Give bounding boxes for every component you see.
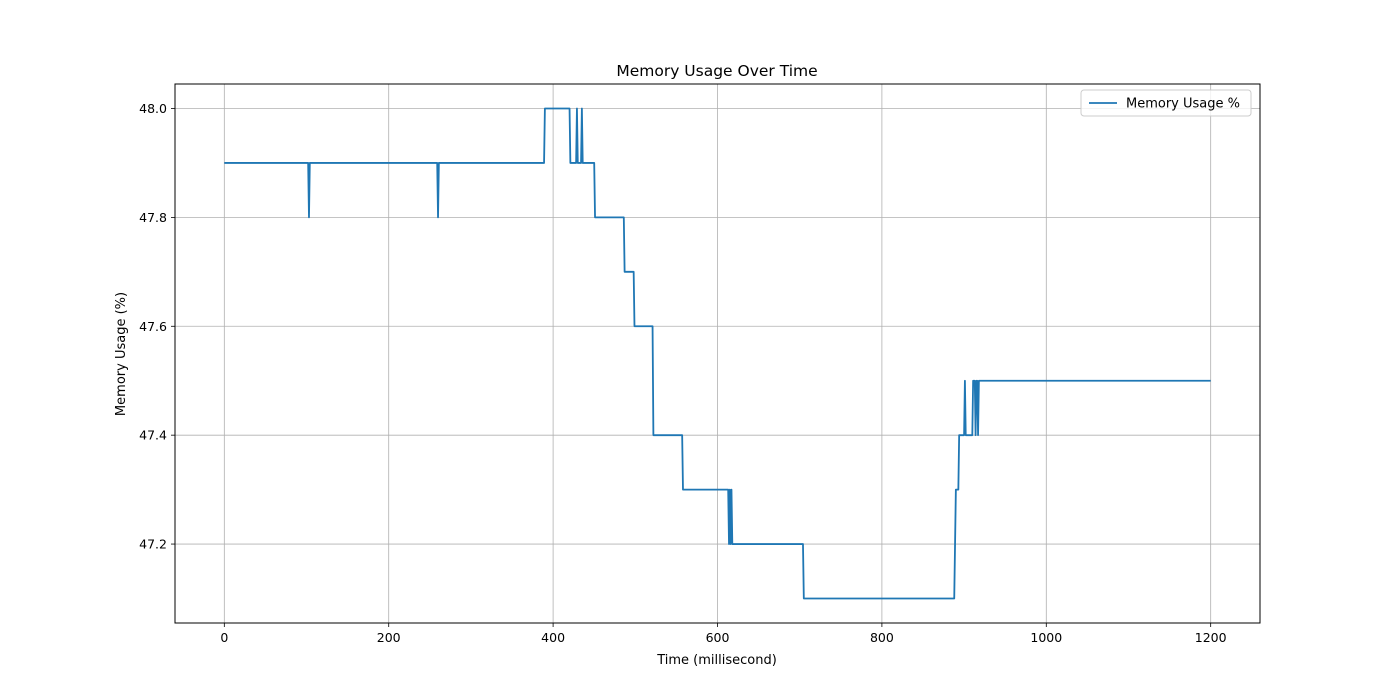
- x-tick-label: 800: [870, 630, 894, 645]
- x-axis-label: Time (millisecond): [656, 653, 777, 668]
- y-tick-label: 48.0: [139, 101, 167, 116]
- legend-label: Memory Usage %: [1126, 97, 1240, 112]
- x-tick-label: 200: [377, 630, 401, 645]
- series-layer: [224, 107, 1211, 600]
- y-axis-ticks: 47.2 47.4 47.6 47.8 48.0: [139, 101, 175, 552]
- legend-box: [1080, 89, 1252, 117]
- y-tick-label: 47.4: [139, 428, 167, 443]
- chart-title: Memory Usage Over Time: [616, 62, 817, 80]
- x-tick-label: 400: [541, 630, 565, 645]
- y-axis-label: Memory Usage (%): [114, 292, 129, 416]
- grid-lines: [175, 84, 1260, 623]
- legend: Memory Usage %: [1080, 89, 1252, 117]
- series-line-memory-usage: [224, 107, 1211, 600]
- x-tick-label: 1000: [1030, 630, 1062, 645]
- x-tick-label: 1200: [1195, 630, 1227, 645]
- x-tick-label: 600: [706, 630, 730, 645]
- y-tick-label: 47.6: [139, 319, 167, 334]
- x-axis-ticks: 0 200 400 600 800 1000 1200: [220, 623, 1227, 645]
- y-tick-label: 47.8: [139, 210, 167, 225]
- x-tick-label: 0: [220, 630, 228, 645]
- y-tick-label: 47.2: [139, 537, 167, 552]
